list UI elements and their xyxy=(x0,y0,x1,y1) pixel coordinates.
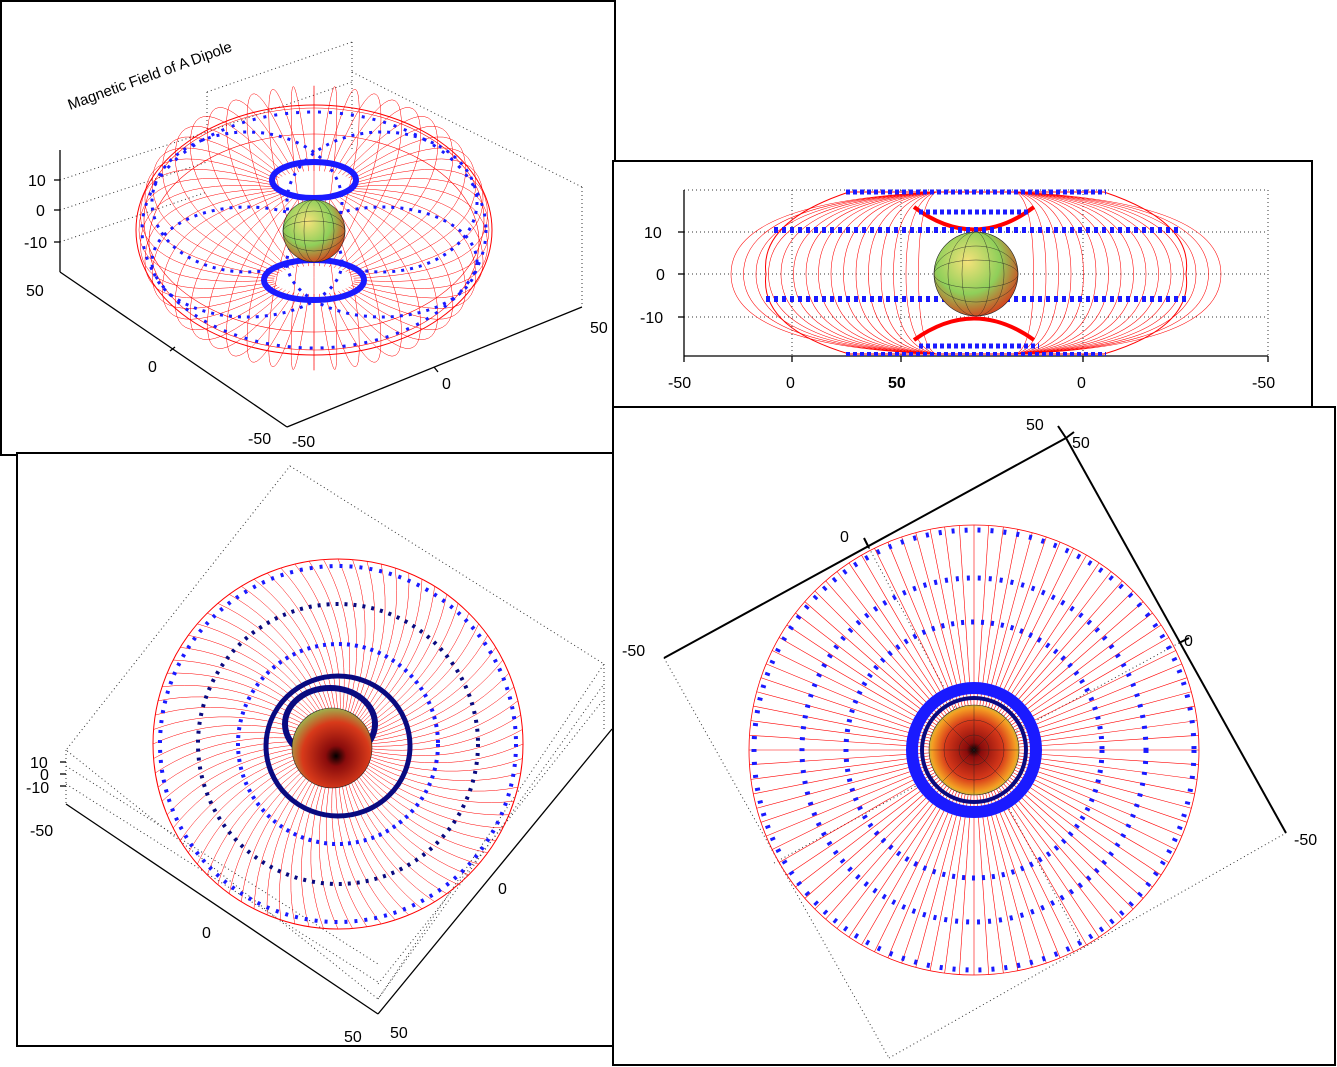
oblique-grid xyxy=(65,465,605,1000)
y-tick-label: 0 xyxy=(656,267,665,284)
z-tick-label: 0 xyxy=(36,203,45,220)
dipole-sphere xyxy=(933,231,1019,317)
chart-title: Magnetic Field of A Dipole xyxy=(66,38,235,113)
y-tick-label: 50 xyxy=(26,283,44,300)
z-tick-label: 10 xyxy=(30,755,48,772)
y-tick-label: 10 xyxy=(644,225,662,242)
x-tick-label: -50 xyxy=(668,375,691,392)
y-tick-label: 0 xyxy=(148,359,157,376)
tick-label: 50 xyxy=(1072,435,1090,452)
oblique-view-plot: 10 0 -10 -50 0 50 0 50 xyxy=(26,465,613,1046)
x-tick-label: 50 xyxy=(590,320,608,337)
tick-label: -50 xyxy=(1294,832,1317,849)
x-tick-label: -50 xyxy=(1252,375,1275,392)
tick-label: -50 xyxy=(622,643,645,660)
top-view-plot: 50 50 0 -50 0 -50 xyxy=(622,417,1317,1059)
y-tick-label: 0 xyxy=(202,925,211,942)
x-tick-label: 50 xyxy=(390,1025,408,1042)
z-tick-label: 0 xyxy=(40,767,49,784)
z-tick-label: -10 xyxy=(24,235,47,252)
x-tick-label: 0 xyxy=(786,375,795,392)
y-tick-label: 50 xyxy=(344,1029,362,1046)
panel-perspective-view: Magnetic Field of A Dipole 10 0 -10 50 0… xyxy=(0,0,616,456)
panel-side-view: 10 0 -10 -50 0 50 0 -50 xyxy=(612,160,1313,408)
perspective-axes xyxy=(54,150,583,428)
torus-mesh xyxy=(135,85,493,371)
tick-label: 0 xyxy=(1184,633,1193,650)
tick-label: 0 xyxy=(840,529,849,546)
y-tick-label: -10 xyxy=(640,310,663,327)
x-tick-label: 0 xyxy=(1077,375,1086,392)
x-tick-label: 0 xyxy=(498,881,507,898)
x-tick-label: 50 xyxy=(888,375,906,392)
x-tick-label: -50 xyxy=(292,434,315,451)
panel-top-view: 50 50 0 -50 0 -50 xyxy=(612,406,1336,1066)
oblique-axes xyxy=(60,728,613,1015)
y-tick-label: -50 xyxy=(248,431,271,448)
top-view-axes xyxy=(663,425,1287,834)
perspective-plot: Magnetic Field of A Dipole 10 0 -10 50 0… xyxy=(24,38,608,451)
side-view-plot: 10 0 -10 -50 0 50 0 -50 xyxy=(640,189,1275,392)
y-tick-label: -50 xyxy=(30,823,53,840)
z-tick-label: 10 xyxy=(28,173,46,190)
dipole-sphere xyxy=(282,199,346,263)
x-tick-label: 0 xyxy=(442,376,451,393)
tick-label: 50 xyxy=(1026,417,1044,434)
z-tick-label: -10 xyxy=(26,780,49,797)
panel-oblique-view: 10 0 -10 -50 0 50 0 50 xyxy=(16,452,616,1047)
dipole-sphere xyxy=(291,707,373,789)
